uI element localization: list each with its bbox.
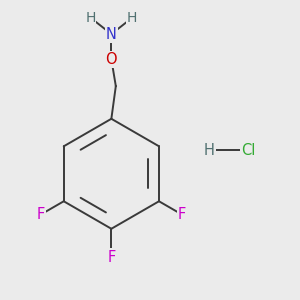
Text: H: H (85, 11, 96, 25)
Text: F: F (178, 207, 186, 222)
Text: Cl: Cl (241, 142, 255, 158)
Text: F: F (107, 250, 116, 265)
Text: F: F (37, 207, 45, 222)
Text: H: H (127, 11, 137, 25)
Text: O: O (106, 52, 117, 67)
Text: N: N (106, 27, 117, 42)
Text: H: H (204, 142, 215, 158)
